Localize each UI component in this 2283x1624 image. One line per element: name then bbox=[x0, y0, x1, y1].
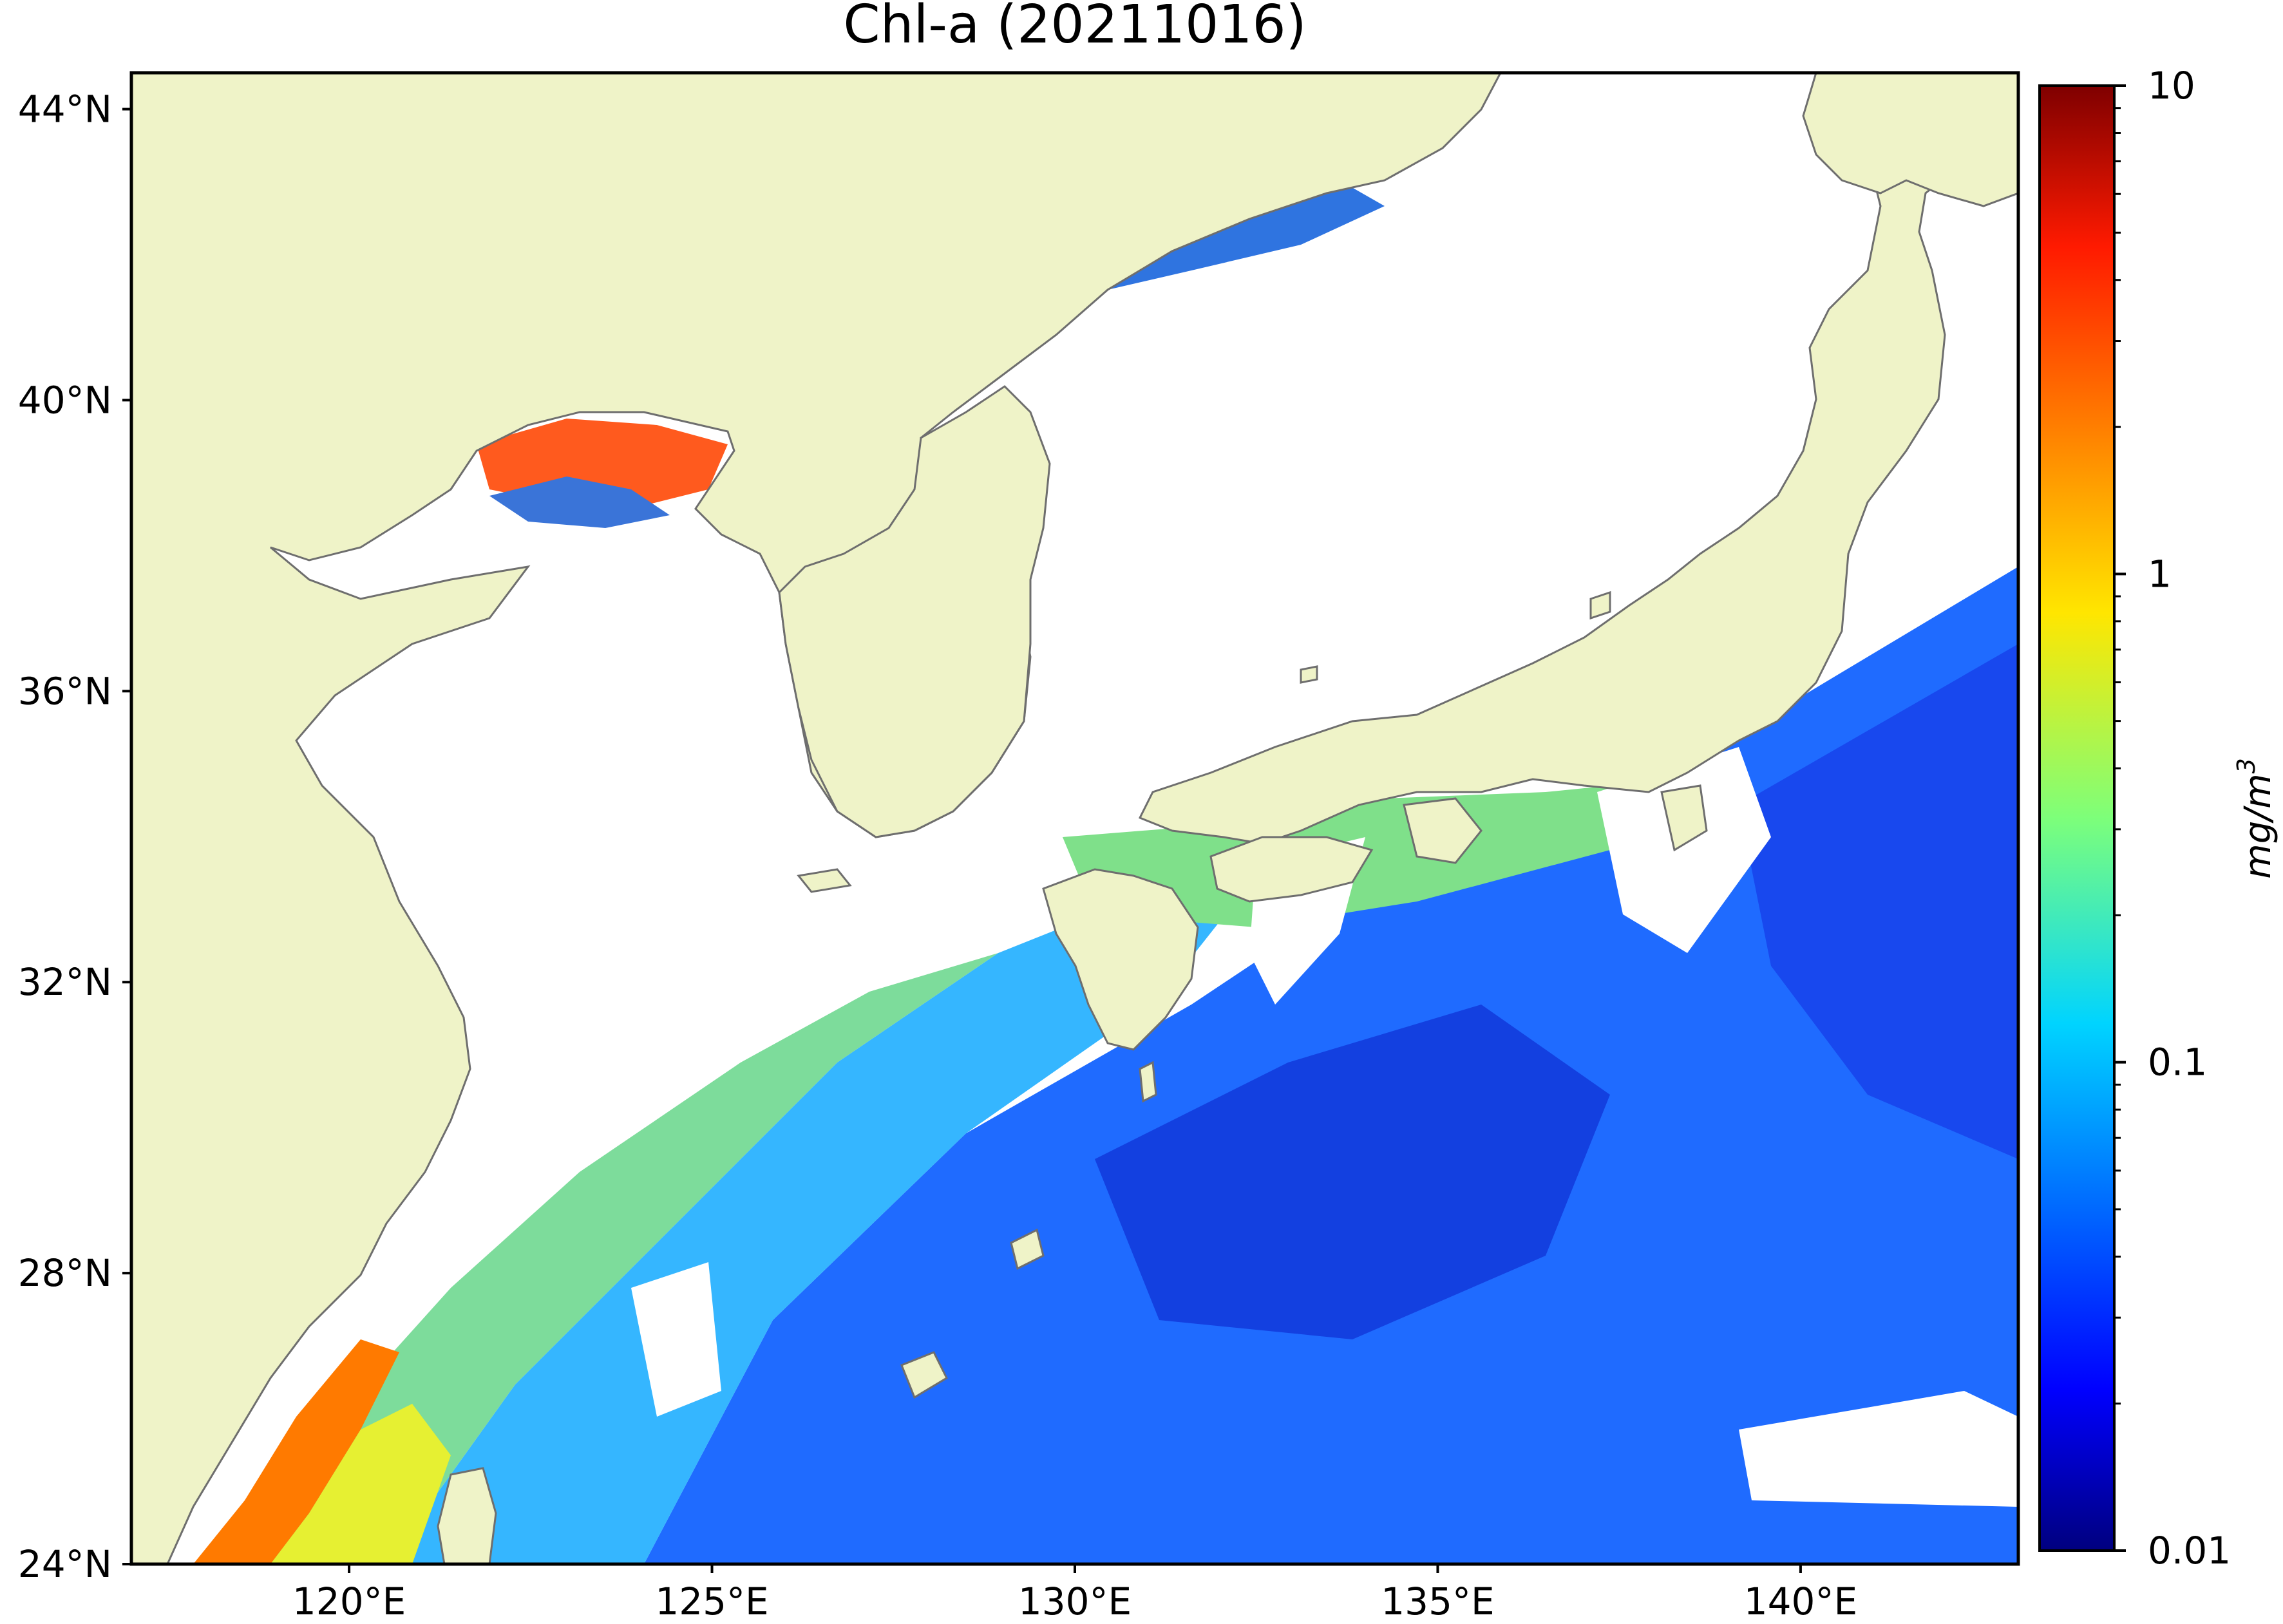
map-title: Chl-a (20211016) bbox=[843, 0, 1306, 55]
lon-tick-label: 120°E bbox=[292, 1580, 406, 1623]
land-small-island bbox=[1139, 1061, 1157, 1103]
lon-tick-label: 140°E bbox=[1744, 1580, 1857, 1623]
land-shikoku bbox=[1209, 836, 1374, 903]
land-amami bbox=[1010, 1228, 1045, 1270]
lon-tick-label: 125°E bbox=[655, 1580, 768, 1623]
lat-tick-label: 24°N bbox=[18, 1542, 112, 1586]
land-okinawa bbox=[900, 1351, 948, 1399]
ocean-green-band bbox=[232, 953, 998, 1564]
lat-tick-label: 32°N bbox=[18, 960, 112, 1004]
land bbox=[131, 73, 2018, 1564]
lon-tick-label: 130°E bbox=[1018, 1580, 1132, 1623]
colorbar-gradient bbox=[2040, 86, 2114, 1551]
lat-tick-label: 36°N bbox=[18, 669, 112, 713]
cloud-gap bbox=[1597, 747, 1771, 953]
lon-tick-label: 135°E bbox=[1381, 1580, 1494, 1623]
land-izu bbox=[1660, 784, 1708, 852]
ocean-deep-blue-patch-east bbox=[1739, 644, 2018, 1159]
lat-tick-label: 28°N bbox=[18, 1251, 112, 1295]
land-asia-continent bbox=[131, 73, 1502, 1564]
lat-tick-label: 40°N bbox=[18, 378, 112, 422]
ocean-deep-blue-patch bbox=[1095, 1005, 1610, 1339]
land-kyushu bbox=[1042, 868, 1199, 1051]
colorbar-frame bbox=[2038, 84, 2116, 1552]
colorbar: 10 1 0.1 0.01 mg/m3 bbox=[2038, 64, 2279, 1572]
cloud-gap bbox=[631, 1262, 721, 1417]
lat-tick-label: 44°N bbox=[18, 87, 112, 131]
land-taiwan bbox=[437, 1467, 497, 1564]
land-oki bbox=[1300, 665, 1318, 684]
colorbar-tick-label: 0.01 bbox=[2148, 1529, 2231, 1572]
colorbar-unit-exponent: 3 bbox=[2232, 758, 2260, 773]
cloud-gap bbox=[1739, 1391, 2018, 1507]
longitude-axis: 120°E 125°E 130°E 135°E 140°E bbox=[292, 1564, 1857, 1623]
latitude-axis: 44°N 40°N 36°N 32°N 28°N 24°N bbox=[18, 87, 131, 1586]
colorbar-ticks: 10 1 0.1 0.01 bbox=[2114, 64, 2231, 1572]
taiwan-strait-yellow bbox=[270, 1404, 451, 1564]
colorbar-unit-label: mg/m3 bbox=[2232, 758, 2279, 879]
taiwan-strait-high-chl bbox=[193, 1339, 399, 1564]
land-jeju bbox=[797, 868, 852, 893]
colorbar-tick-label: 10 bbox=[2148, 64, 2195, 108]
land-sado bbox=[1589, 590, 1611, 620]
colorbar-tick-label: 0.1 bbox=[2148, 1041, 2207, 1084]
colorbar-unit-text: mg/m bbox=[2237, 773, 2279, 879]
map-panel bbox=[131, 73, 2018, 1564]
land-korea bbox=[778, 385, 1051, 838]
ocean-cyan-band bbox=[386, 876, 1256, 1564]
land-hokkaido bbox=[1802, 73, 2018, 207]
land-kii bbox=[1403, 797, 1483, 864]
colorbar-tick-label: 1 bbox=[2148, 552, 2172, 596]
yellow-sea-north-blue bbox=[489, 477, 670, 528]
